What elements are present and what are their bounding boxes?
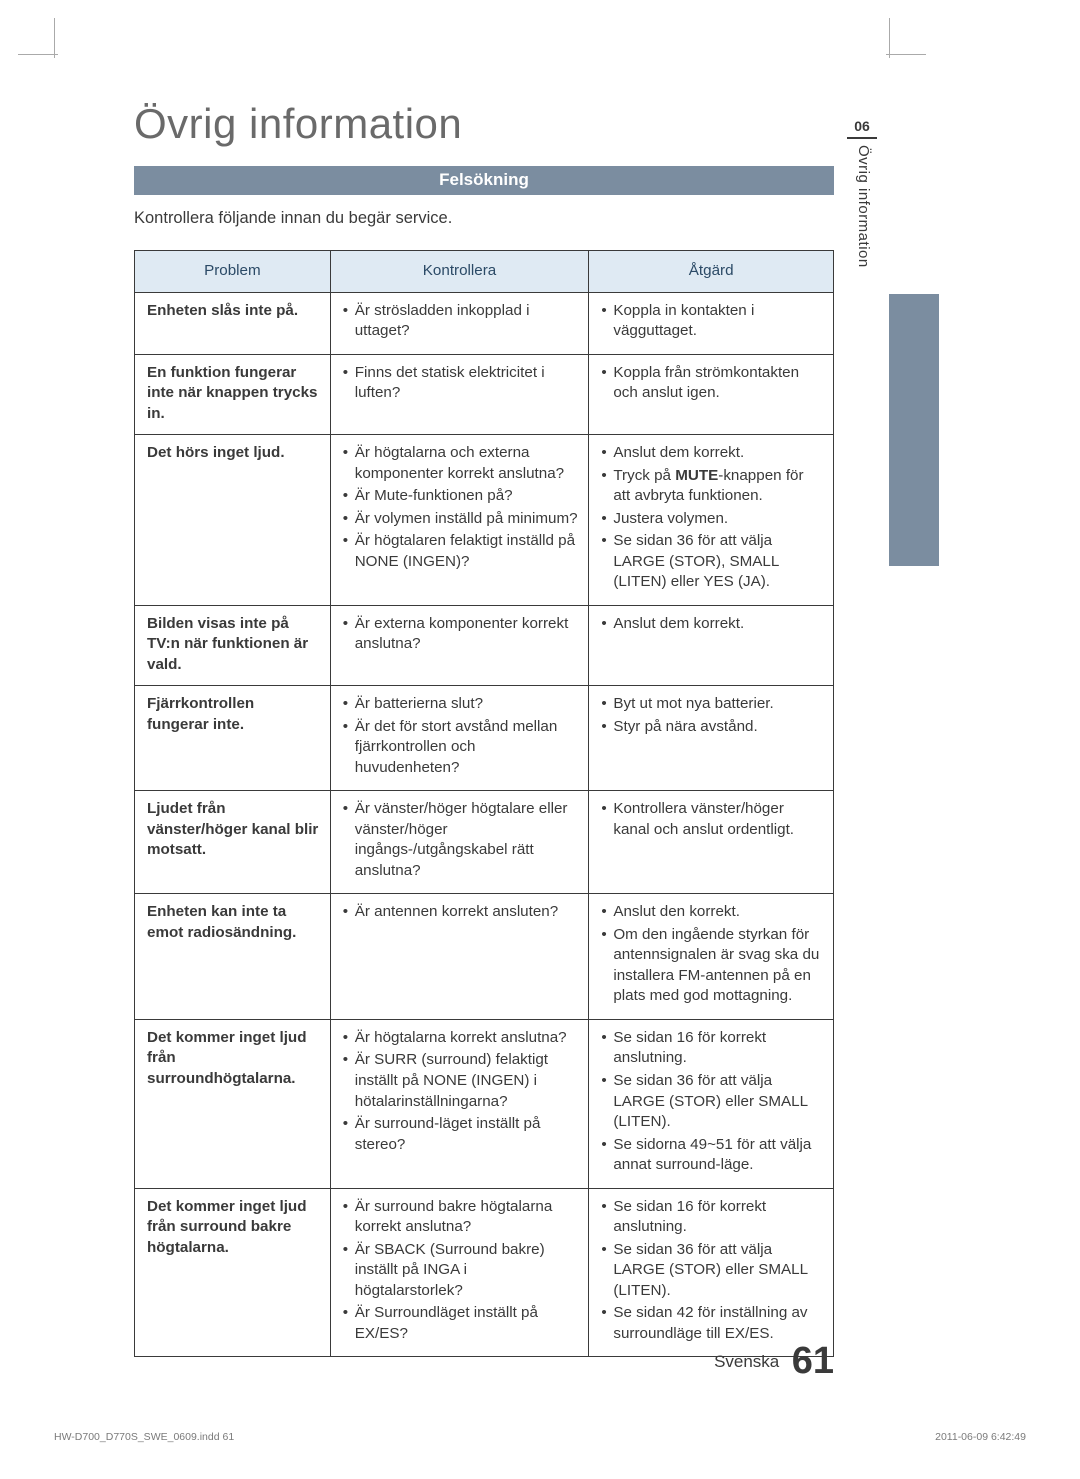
- list-item: Se sidan 42 för inställning av surroundl…: [601, 1303, 823, 1344]
- list-item: Se sidan 36 för att välja LARGE (STOR), …: [601, 531, 823, 593]
- cell-problem: Fjärrkontrollen fungerar inte.: [135, 686, 331, 791]
- list-item: Koppla in kontakten i vägguttaget.: [601, 301, 823, 342]
- table-row: Fjärrkontrollen fungerar inte.Är batteri…: [135, 686, 834, 791]
- list-item: Anslut dem korrekt.: [601, 614, 823, 635]
- table-row: Enheten slås inte på. Är strösladden inko…: [135, 292, 834, 354]
- table-row: Det kommer inget ljud från surroundhögta…: [135, 1019, 834, 1188]
- page-footer: Svenska 61: [134, 1340, 834, 1383]
- cell-check: Är externa komponenter korrekt anslutna?: [330, 605, 589, 686]
- list-item: Anslut den korrekt.: [601, 902, 823, 923]
- crop-mark: [889, 18, 890, 58]
- list-item: Tryck på MUTE-knappen för att avbryta fu…: [601, 466, 823, 507]
- list-item: Anslut dem korrekt.: [601, 443, 823, 464]
- list-item: Om den ingående styrkan för antennsignal…: [601, 925, 823, 1007]
- cell-action: Anslut den korrekt.Om den ingående styrk…: [589, 894, 834, 1020]
- cell-problem: Enheten kan inte ta emot radiosändning.: [135, 894, 331, 1020]
- cell-problem: Bilden visas inte på TV:n när funktionen…: [135, 605, 331, 686]
- cell-check: Är högtalarna korrekt anslutna?Är SURR (…: [330, 1019, 589, 1188]
- list-item: Är vänster/höger högtalare eller vänster…: [343, 799, 579, 881]
- list-item: Är antennen korrekt ansluten?: [343, 902, 579, 923]
- table-row: Det kommer inget ljud från surround bakr…: [135, 1188, 834, 1357]
- list-item: Är högtalarna och externa komponenter ko…: [343, 443, 579, 484]
- list-item: Är Surroundläget inställt på EX/ES?: [343, 1303, 579, 1344]
- list-item: Styr på nära avstånd.: [601, 717, 823, 738]
- cell-problem: En funktion fungerar inte när knappen tr…: [135, 354, 331, 435]
- cell-action: Koppla från strömkontakten och anslut ig…: [589, 354, 834, 435]
- list-item: Är batterierna slut?: [343, 694, 579, 715]
- crop-mark: [886, 54, 926, 55]
- list-item: Är surround-läget inställt på stereo?: [343, 1114, 579, 1155]
- thumb-index-bar: [889, 294, 939, 566]
- list-item: Kontrollera vänster/höger kanal och ansl…: [601, 799, 823, 840]
- list-item: Se sidan 16 för korrekt anslutning.: [601, 1028, 823, 1069]
- list-item: Är SURR (surround) felaktigt inställt på…: [343, 1050, 579, 1112]
- list-item: Är externa komponenter korrekt anslutna?: [343, 614, 579, 655]
- list-item: Se sidan 36 för att välja LARGE (STOR) e…: [601, 1240, 823, 1302]
- list-item: Justera volymen.: [601, 509, 823, 530]
- col-action: Åtgärd: [589, 251, 834, 293]
- cell-check: Är strösladden inkopplad i uttaget?: [330, 292, 589, 354]
- crop-mark: [54, 18, 55, 58]
- list-item: Är högtalaren felaktigt inställd på NONE…: [343, 531, 579, 572]
- troubleshooting-table: Problem Kontrollera Åtgärd Enheten slås …: [134, 250, 834, 1357]
- cell-action: Anslut dem korrekt.Tryck på MUTE-knappen…: [589, 435, 834, 606]
- print-footer: HW-D700_D770S_SWE_0609.indd 61 2011-06-0…: [54, 1431, 1026, 1443]
- cell-action: Kontrollera vänster/höger kanal och ansl…: [589, 791, 834, 894]
- footer-language: Svenska: [714, 1352, 779, 1371]
- chapter-label: Övrig information: [852, 145, 872, 268]
- list-item: Se sidan 16 för korrekt anslutning.: [601, 1197, 823, 1238]
- cell-check: Är batterierna slut?Är det för stort avs…: [330, 686, 589, 791]
- page-content: Övrig information Felsökning Kontrollera…: [134, 100, 834, 1357]
- cell-action: Anslut dem korrekt.: [589, 605, 834, 686]
- cell-action: Koppla in kontakten i vägguttaget.: [589, 292, 834, 354]
- chapter-number: 06: [847, 118, 877, 139]
- cell-problem: Det kommer inget ljud från surroundhögta…: [135, 1019, 331, 1188]
- list-item: Är volymen inställd på minimum?: [343, 509, 579, 530]
- list-item: Finns det statisk elektricitet i luften?: [343, 363, 579, 404]
- table-row: En funktion fungerar inte när knappen tr…: [135, 354, 834, 435]
- col-check: Kontrollera: [330, 251, 589, 293]
- list-item: Är surround bakre högtalarna korrekt ans…: [343, 1197, 579, 1238]
- page-title: Övrig information: [134, 100, 834, 148]
- side-tab: 06 Övrig information: [834, 118, 890, 558]
- intro-text: Kontrollera följande innan du begär serv…: [134, 209, 834, 228]
- cell-check: Är högtalarna och externa komponenter ko…: [330, 435, 589, 606]
- list-item: Är det för stort avstånd mellan fjärrkon…: [343, 717, 579, 779]
- cell-action: Se sidan 16 för korrekt anslutning.Se si…: [589, 1019, 834, 1188]
- list-item: Är strösladden inkopplad i uttaget?: [343, 301, 579, 342]
- footer-page-number: 61: [792, 1340, 834, 1382]
- list-item: Är Mute-funktionen på?: [343, 486, 579, 507]
- table-row: Enheten kan inte ta emot radiosändning. Ä…: [135, 894, 834, 1020]
- cell-problem: Enheten slås inte på.: [135, 292, 331, 354]
- cell-problem: Det hörs inget ljud.: [135, 435, 331, 606]
- cell-problem: Ljudet från vänster/höger kanal blir mot…: [135, 791, 331, 894]
- list-item: Se sidorna 49~51 för att välja annat sur…: [601, 1135, 823, 1176]
- col-problem: Problem: [135, 251, 331, 293]
- section-heading: Felsökning: [134, 166, 834, 195]
- cell-check: Är surround bakre högtalarna korrekt ans…: [330, 1188, 589, 1357]
- cell-action: Se sidan 16 för korrekt anslutning.Se si…: [589, 1188, 834, 1357]
- list-item: Är högtalarna korrekt anslutna?: [343, 1028, 579, 1049]
- table-row: Det hörs inget ljud. Är högtalarna och ex…: [135, 435, 834, 606]
- crop-mark: [18, 54, 58, 55]
- cell-check: Är vänster/höger högtalare eller vänster…: [330, 791, 589, 894]
- table-row: Ljudet från vänster/höger kanal blir mot…: [135, 791, 834, 894]
- table-row: Bilden visas inte på TV:n när funktionen…: [135, 605, 834, 686]
- list-item: Se sidan 36 för att välja LARGE (STOR) e…: [601, 1071, 823, 1133]
- cell-problem: Det kommer inget ljud från surround bakr…: [135, 1188, 331, 1357]
- cell-action: Byt ut mot nya batterier.Styr på nära av…: [589, 686, 834, 791]
- list-item: Byt ut mot nya batterier.: [601, 694, 823, 715]
- list-item: Är SBACK (Surround bakre) inställt på IN…: [343, 1240, 579, 1302]
- print-stamp: 2011-06-09 6:42:49: [935, 1431, 1026, 1443]
- print-file: HW-D700_D770S_SWE_0609.indd 61: [54, 1431, 234, 1443]
- cell-check: Finns det statisk elektricitet i luften?: [330, 354, 589, 435]
- cell-check: Är antennen korrekt ansluten?: [330, 894, 589, 1020]
- list-item: Koppla från strömkontakten och anslut ig…: [601, 363, 823, 404]
